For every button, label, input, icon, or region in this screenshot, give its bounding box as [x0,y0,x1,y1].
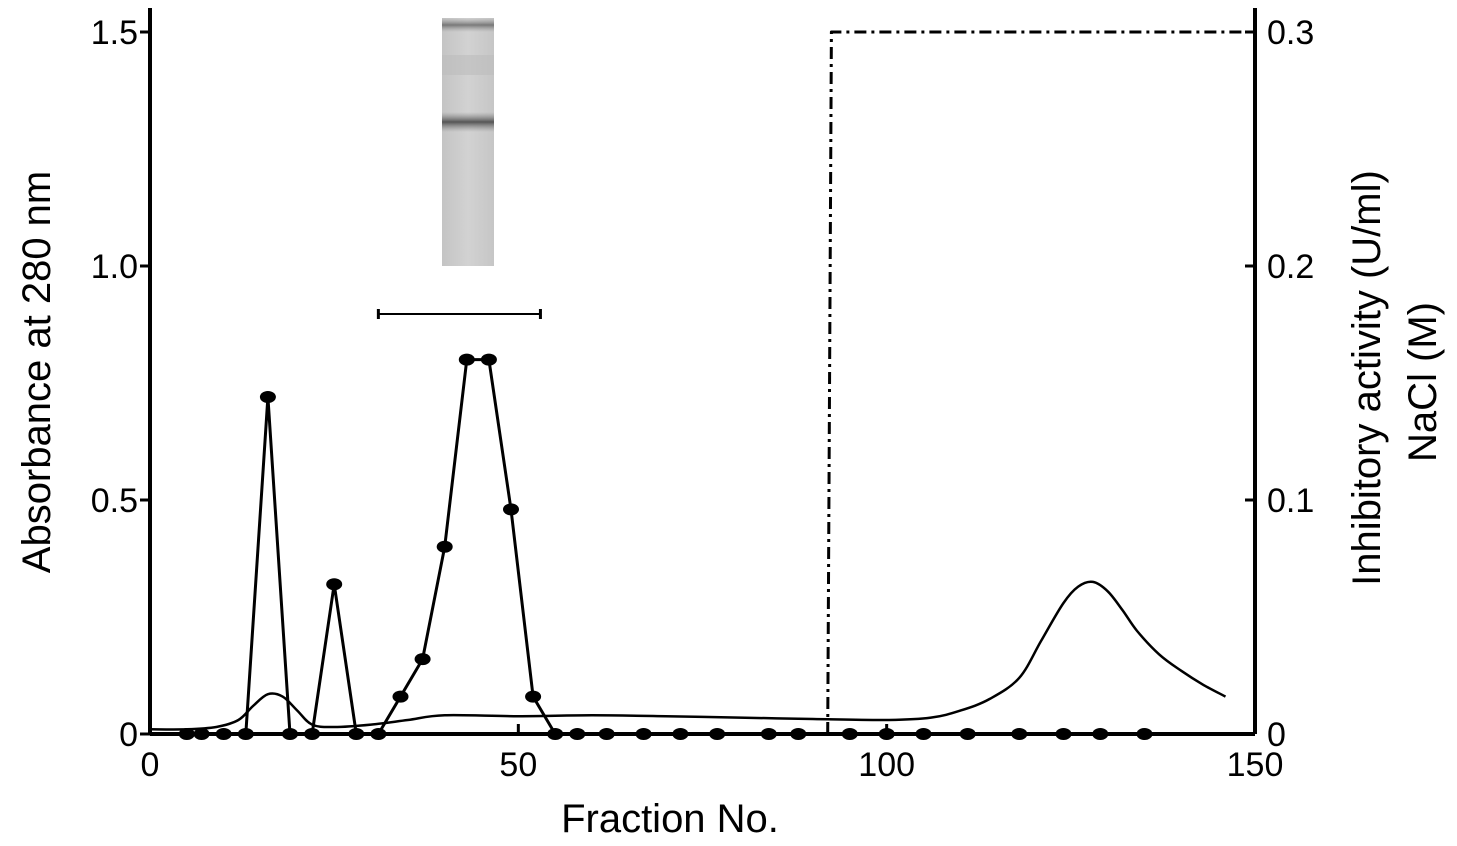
x-tick-label: 50 [499,746,537,784]
y2-tick-label: 0.2 [1267,248,1314,286]
data-point [178,728,195,740]
y-axis-title: Absorbance at 280 nm [15,171,59,573]
data-point [1136,728,1153,740]
x-axis-title: Fraction No. [561,797,779,841]
y2-tick-label: 0.1 [1267,482,1314,520]
data-point [878,728,895,740]
x-tick-label: 100 [858,746,915,784]
series-line-0 [186,358,1145,736]
data-point [1055,728,1072,740]
data-point [1092,728,1109,740]
y-tick-label: 1.0 [91,248,138,286]
data-point [790,728,807,740]
data-point [370,728,387,740]
annotations [376,309,542,319]
data-point [1011,728,1028,740]
data-point [503,503,519,516]
data-point [547,728,564,740]
y-tick-label: 0 [119,716,138,754]
data-point [326,578,343,591]
data-point [414,653,431,666]
series [149,30,1255,740]
ticks: 0 0.5 1.0 1.5 0 0.1 0.2 0.3 0 50 100 150 [91,14,1315,784]
y2-axis-title-line-2: NaCl (M) [1401,302,1445,462]
data-point [959,728,976,740]
y2-tick-label: 0 [1267,716,1286,754]
axes [148,8,1257,736]
data-point [259,391,276,403]
data-point [915,728,932,740]
data-point [237,728,254,740]
data-point [672,728,689,740]
data-point [304,728,321,740]
data-point [215,728,232,740]
series-line-1 [149,580,1227,731]
y2-axis-title-line-1: Inhibitory activity (U/ml) [1345,170,1389,586]
data-point [598,728,615,740]
series-line-2 [826,30,1255,735]
data-point [709,728,726,740]
data-point [760,728,777,740]
y-tick-label: 1.5 [91,14,138,52]
data-point [193,728,210,740]
data-point [392,690,409,703]
data-point [569,728,586,740]
x-tick-label: 0 [141,746,160,784]
data-point [458,353,475,366]
data-point [635,728,652,740]
data-point [282,728,298,740]
data-point [841,728,858,740]
gel-inset-image [442,18,494,266]
axis-titles: Fraction No. Absorbance at 280 nm Inhibito… [15,170,1445,841]
x-tick-label: 150 [1227,746,1284,784]
data-point [525,690,542,703]
data-point [436,540,453,553]
y-tick-label: 0.5 [91,482,138,520]
data-point [480,353,497,366]
y2-tick-label: 0.3 [1267,14,1314,52]
data-point [348,728,365,740]
